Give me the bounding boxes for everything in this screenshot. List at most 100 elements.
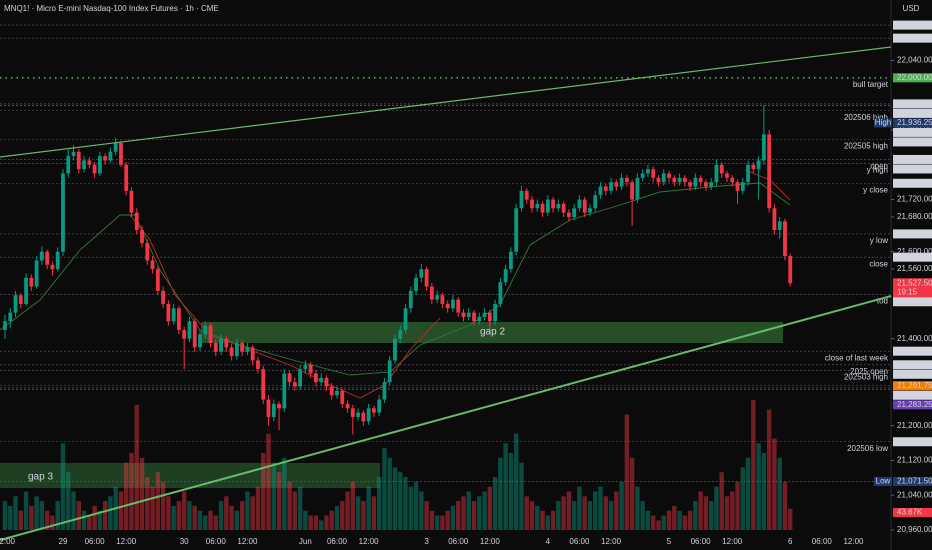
volume-bar <box>145 477 150 530</box>
candle-body <box>767 134 772 209</box>
candle-body <box>408 290 413 309</box>
price-badge-label: 21,163.00 <box>897 437 932 446</box>
volume-bar <box>772 438 777 530</box>
candle-body <box>503 269 508 283</box>
volume-bar <box>97 510 103 530</box>
candle-body <box>182 330 187 339</box>
volume-bar <box>508 452 514 530</box>
volume-bar <box>366 486 371 530</box>
candle-body <box>451 299 455 309</box>
volume-bar <box>666 510 672 530</box>
candle-body <box>229 347 234 357</box>
volume-bar <box>192 505 197 530</box>
candle-body <box>282 373 287 409</box>
x-tick-label: 12:00 <box>722 537 743 546</box>
level-label: open <box>870 162 888 171</box>
candle-body <box>456 299 461 313</box>
level-label: 202503 high <box>844 372 888 381</box>
gap-zone <box>201 322 783 343</box>
x-tick-label: 06:00 <box>812 537 833 546</box>
candle-body <box>87 160 92 165</box>
volume-bar <box>645 510 651 530</box>
candle-body <box>372 408 376 413</box>
volume-bar <box>440 515 445 530</box>
volume-badge <box>893 508 932 517</box>
candle-body <box>224 338 229 348</box>
candle-body <box>414 277 418 291</box>
candle-body <box>277 403 281 409</box>
candle-body <box>472 312 476 322</box>
volume-bar <box>624 414 630 530</box>
volume-bar <box>160 481 166 530</box>
candle-body <box>335 390 339 396</box>
volume-bar <box>745 457 751 530</box>
candle-body <box>150 260 155 270</box>
candle-body <box>466 312 471 317</box>
candle-body <box>735 182 740 191</box>
volume-bar <box>208 510 213 530</box>
volume-bar <box>582 496 587 530</box>
volume-bar <box>635 486 640 530</box>
price-badge-label: 21,071.50 <box>897 477 932 486</box>
volume-bar <box>524 496 529 530</box>
candle-body <box>709 182 714 187</box>
volume-bar <box>487 486 493 530</box>
chart-title: MNQ1! · Micro E-mini Nasdaq-100 Index Fu… <box>4 4 219 13</box>
candle-body <box>113 143 118 152</box>
volume-bar <box>434 515 440 530</box>
price-badge <box>893 20 932 30</box>
candle-body <box>498 282 503 304</box>
price-badge-name: Low <box>876 477 891 486</box>
candle-body <box>393 338 397 361</box>
candle-body <box>361 412 366 422</box>
candle-body <box>208 325 213 344</box>
candle-body <box>29 277 34 287</box>
volume-bar <box>55 501 60 530</box>
price-badge-label: 21,283.25 <box>897 400 932 409</box>
volume-bar <box>18 510 24 530</box>
candle-body <box>519 190 524 209</box>
price-badge-label: 21,587.50 <box>897 252 932 261</box>
volume-bar <box>229 505 234 530</box>
volume-bar <box>44 510 50 530</box>
volume-bar <box>413 481 419 530</box>
candle-body <box>240 343 245 352</box>
y-tick-label: 21,200.00 <box>897 421 932 430</box>
x-tick-label: 06:00 <box>85 537 106 546</box>
candle-body <box>704 182 708 187</box>
candle-body <box>18 295 23 304</box>
candle-body <box>524 190 529 200</box>
price-badge-label: 21,802.75 <box>897 164 932 173</box>
volume-bar <box>482 491 487 530</box>
candle-body <box>672 177 677 183</box>
candle-body <box>119 143 123 165</box>
candle-body <box>387 360 392 383</box>
volume-bar <box>503 443 508 530</box>
price-badge <box>893 137 932 147</box>
price-badge <box>893 477 932 487</box>
volume-bar <box>382 448 387 530</box>
candle-body <box>382 382 387 400</box>
x-tick-label: 06:00 <box>448 537 469 546</box>
volume-bar <box>629 457 635 530</box>
x-tick-label: 12:00 <box>237 537 258 546</box>
candle-body <box>556 203 561 209</box>
volume-bar <box>593 491 598 530</box>
candle-body <box>403 308 408 330</box>
x-tick-label: 06:00 <box>569 537 590 546</box>
volume-bar <box>693 501 698 530</box>
price-badge-name: High <box>875 118 891 127</box>
x-tick-label: Jun <box>299 537 312 546</box>
x-tick-label: 12:00 <box>843 537 864 546</box>
volume-bar <box>456 501 461 530</box>
volume-bar <box>392 467 398 530</box>
candle-body <box>772 208 777 230</box>
volume-bar <box>477 496 482 530</box>
candle-body <box>103 156 108 161</box>
price-badge-name-bg <box>874 118 892 128</box>
candle-body <box>419 269 424 278</box>
zones <box>0 322 783 488</box>
volume-bar <box>340 501 345 530</box>
candle-body <box>725 173 729 178</box>
